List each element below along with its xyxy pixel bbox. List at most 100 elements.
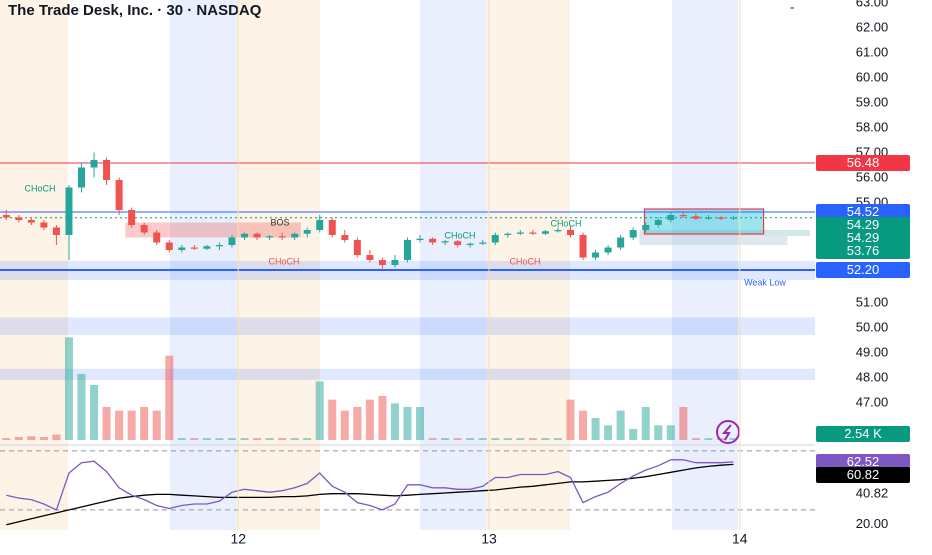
candle-body	[291, 233, 299, 238]
price-badge	[816, 243, 910, 259]
volume-bar	[190, 438, 199, 440]
candle-body	[303, 230, 311, 234]
volume-bar	[378, 396, 387, 440]
volume-bar	[90, 385, 99, 440]
volume-bar	[666, 425, 675, 440]
alert-icon-bolt	[721, 424, 732, 441]
y-tick-label: 49.00	[856, 344, 889, 359]
candle-body	[153, 232, 161, 243]
price-badge	[816, 155, 910, 171]
candle-body	[717, 217, 725, 219]
volume-bar	[365, 399, 374, 440]
price-badge	[816, 453, 910, 470]
candle-body	[529, 232, 537, 234]
y-tick-label: 50.00	[856, 319, 889, 334]
price-badge-label: 54.29	[847, 217, 880, 232]
price-badge	[816, 466, 910, 483]
volume-bar	[2, 438, 11, 440]
time-axis	[0, 530, 815, 550]
volume-bar	[290, 438, 299, 440]
volume-bar	[27, 436, 36, 440]
candle-body	[2, 215, 10, 218]
candle-body	[378, 260, 386, 265]
candle-body	[391, 260, 399, 265]
volume-bar	[202, 438, 211, 440]
volume-bar	[77, 374, 86, 440]
candle-body	[52, 227, 60, 235]
zone	[639, 230, 810, 236]
volume-bar	[303, 438, 312, 440]
zone	[639, 236, 788, 245]
structure-label: Weak Low	[744, 277, 786, 287]
volume-bar	[115, 410, 124, 440]
price-badge	[816, 230, 910, 246]
volume-bar	[428, 438, 437, 440]
volume-bar	[278, 438, 287, 440]
volume-bar	[716, 438, 725, 440]
rsi-ma-line	[6, 463, 734, 526]
y-tick-label: 51.00	[856, 294, 889, 309]
volume-bar	[503, 438, 512, 440]
candle-body	[541, 231, 549, 234]
candle-body	[704, 217, 712, 219]
zone	[0, 317, 815, 335]
volume-bar	[315, 381, 324, 440]
volume-bar	[227, 438, 236, 440]
price-badge-label: 54.29	[847, 230, 880, 245]
candle-body	[65, 187, 73, 235]
session-band	[0, 0, 68, 530]
volume-bar	[679, 407, 688, 440]
alert-icon[interactable]	[716, 420, 740, 444]
volume-bar	[654, 425, 663, 440]
candle-body	[667, 215, 675, 220]
volume-bar	[641, 407, 650, 440]
menu-button[interactable]: -	[790, 0, 794, 14]
volume-bar	[102, 407, 111, 440]
candle-body	[341, 235, 349, 240]
candle-body	[228, 237, 236, 245]
structure-label: BOS	[270, 217, 289, 227]
zone	[0, 368, 815, 380]
candle-body	[692, 216, 700, 219]
volume-bar	[566, 399, 575, 440]
structure-label: CHoCH	[24, 183, 55, 193]
x-tick-label: 13	[481, 531, 497, 547]
volume-bar	[39, 437, 48, 440]
zone	[644, 209, 764, 234]
candle-body	[416, 238, 424, 240]
price-badge-label: 2.54 K	[844, 426, 882, 441]
volume-bar	[466, 438, 475, 440]
candle-body	[516, 232, 524, 234]
volume-bar	[704, 438, 713, 440]
volume-bar	[416, 407, 425, 440]
volume-bar	[553, 438, 562, 440]
volume-bar	[478, 438, 487, 440]
candle-body	[128, 210, 136, 225]
y-tick-label: 58.00	[856, 119, 889, 134]
volume-bar	[152, 410, 161, 440]
volume-bar	[516, 438, 525, 440]
y-tick-label: 62.00	[856, 19, 889, 34]
volume-bar	[165, 355, 174, 440]
rsi-tick-label: 20.00	[856, 516, 889, 531]
volume-bar	[52, 434, 61, 440]
volume-bar	[240, 438, 249, 440]
volume	[2, 337, 738, 440]
volume-bar	[353, 407, 362, 440]
y-tick-label: 48.00	[856, 369, 889, 384]
candle-body	[679, 215, 687, 217]
candle-body	[429, 238, 437, 243]
candle-body	[730, 217, 737, 219]
price-badge	[816, 262, 910, 278]
candle-body	[215, 245, 223, 247]
y-tick-label: 60.00	[856, 69, 889, 84]
volume-bar	[403, 407, 412, 440]
volume-bar	[390, 403, 399, 440]
candle-body	[642, 225, 650, 230]
symbol-title: The Trade Desk, Inc. · 30 · NASDAQ	[8, 2, 262, 19]
price-badge	[816, 204, 910, 220]
candle-body	[567, 230, 574, 235]
candle-body	[15, 217, 23, 220]
volume-bar	[591, 418, 600, 440]
